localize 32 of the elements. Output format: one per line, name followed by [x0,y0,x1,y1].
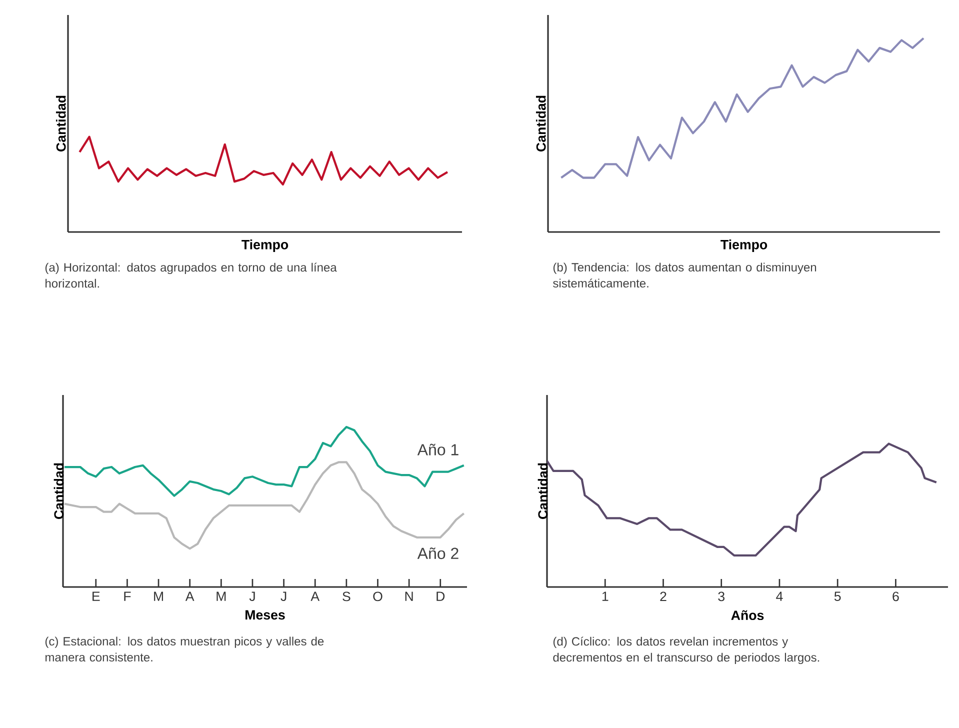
x-tick-label: 3 [718,592,724,602]
x-tick-label: M [154,592,163,601]
y-axis-title: Cantidad [56,96,66,152]
series-label: Año 2 [417,547,458,560]
x-axis-title: Años [731,610,764,620]
x-tick-label: D [436,592,445,601]
x-tick-label: 1 [602,592,608,601]
y-axis-title: Cantidad [538,463,548,519]
series-label: Año 1 [417,444,458,456]
x-tick-label: 4 [776,592,783,601]
x-tick-label: E [92,592,100,601]
x-axis-title: Tiempo [720,240,768,252]
x-tick-label: N [405,592,413,601]
x-tick-label: M [216,592,226,601]
text: (d) Cíclico: los datos revelan incrementos y decrementos en el transcurso de periodos largos. [553,636,820,664]
text: (a) Horizontal: datos agrupados en torno de una línea horizontal. [45,262,337,288]
x-tick-label: 6 [892,592,899,602]
x-tick-label: 5 [834,592,841,602]
text: (c) Estacional: los datos muestran picos y valles de manera consistente. [45,636,324,662]
x-tick-label: A [310,592,320,601]
x-axis-title: Tiempo [242,240,288,252]
x-tick-label: J [280,592,286,602]
x-tick-label: S [342,592,350,602]
text: (b) Tendencia: los datos aumentan o disminuyen sistemáticamente. [553,262,816,288]
x-tick-label: J [249,592,255,602]
y-axis-title: Cantidad [536,96,546,152]
x-tick-label: F [124,592,131,601]
x-tick-label: O [373,592,382,602]
y-axis-title: Cantidad [54,463,64,519]
x-tick-label: A [185,592,194,601]
x-axis-title: Meses [246,610,285,620]
x-tick-label: 2 [660,592,666,602]
